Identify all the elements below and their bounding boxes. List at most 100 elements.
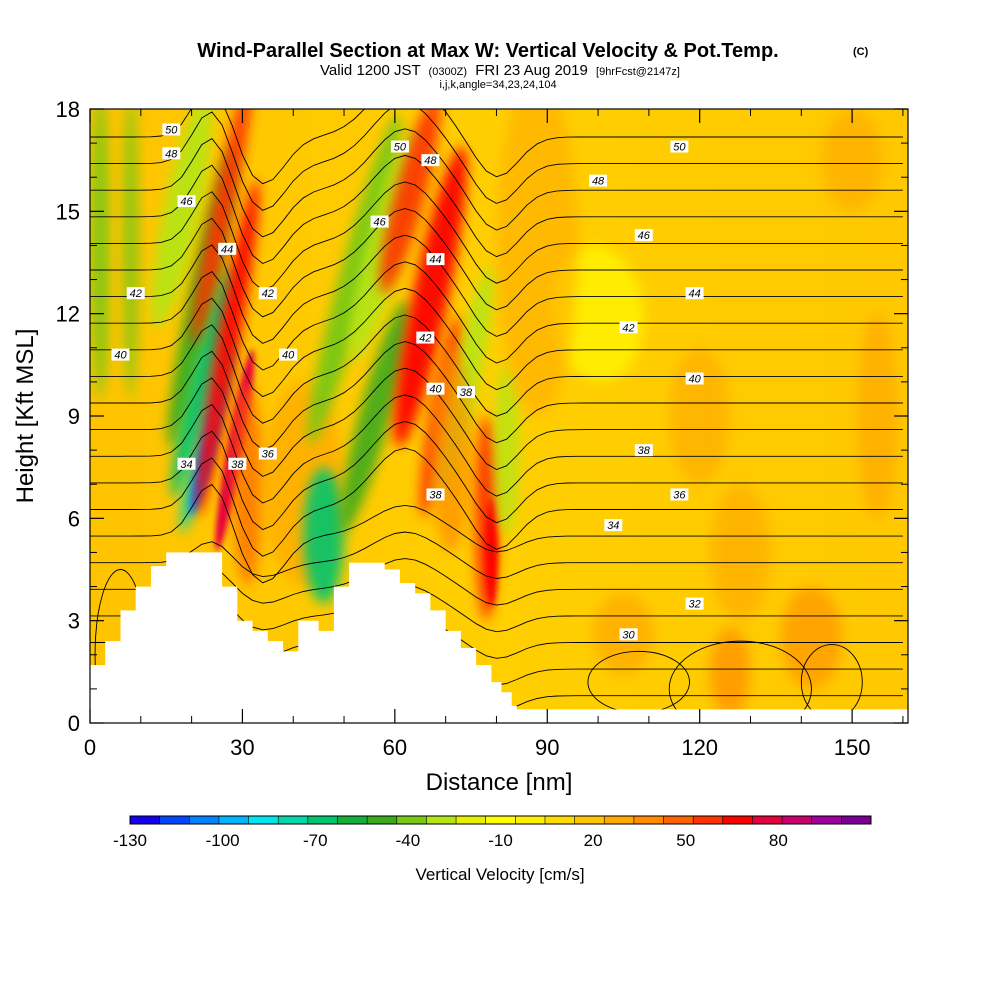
velocity-plume	[379, 109, 441, 294]
contour-label-text: 42	[419, 333, 431, 345]
contour-label-text: 40	[688, 373, 701, 385]
colorbar-swatch	[130, 816, 161, 824]
theta-contour-line	[90, 341, 903, 451]
terrain-mask	[90, 552, 908, 723]
colorbar-swatch	[307, 816, 338, 824]
theta-contour-line	[90, 531, 903, 579]
theta-contour-line	[90, 287, 903, 398]
colorbar-swatch	[426, 816, 457, 824]
colorbar-swatch	[396, 816, 427, 824]
contour-label-box	[126, 287, 145, 300]
contour-label-box	[619, 321, 638, 334]
contour-label-text: 36	[262, 449, 275, 461]
y-axis-label: Height [Kft MSL]	[12, 329, 39, 504]
subtitle-valid: Valid 1200 JST	[320, 62, 420, 79]
velocity-plume	[496, 109, 578, 416]
contour-label-text: 38	[231, 459, 244, 471]
theta-contour-line	[90, 421, 903, 531]
contour-label-text: 42	[262, 288, 274, 300]
contour-label-box	[685, 597, 704, 610]
theta-contour-line	[90, 558, 903, 606]
contour-label: 34	[177, 457, 196, 471]
colorbar-swatch	[544, 816, 576, 824]
contour-label-box	[426, 382, 445, 395]
contour-label: 38	[426, 488, 445, 501]
theta-contour-line	[90, 367, 903, 477]
contour-label-box	[634, 229, 653, 242]
theta-contour-line	[90, 234, 903, 344]
contour-label: 30	[619, 628, 638, 641]
contour-label: 38	[228, 457, 247, 471]
theta-contour-line	[90, 394, 903, 504]
contour-label-text: 46	[638, 230, 651, 242]
colorbar-tick-label: 80	[769, 831, 788, 850]
subtitle-utc: (0300Z)	[429, 66, 468, 78]
colorbar-swatch	[337, 816, 368, 824]
y-tick-label: 6	[68, 506, 80, 531]
x-axis-label: Distance [nm]	[426, 769, 573, 796]
contour-label-text: 38	[460, 387, 473, 399]
contour-label: 40	[426, 382, 445, 396]
colorbar-swatch	[218, 816, 250, 824]
contour-label-box	[279, 348, 298, 361]
velocity-plume	[485, 497, 498, 608]
subtitle-forecast: [9hrFcst@2147z]	[596, 66, 680, 78]
contour-label-text: 46	[180, 196, 193, 208]
contour-label-text: 40	[429, 384, 442, 396]
chart-subtitle-indices: i,j,k,angle=34,23,24,104	[439, 79, 556, 91]
theta-contour-line	[90, 128, 903, 238]
contour-label-text: 30	[622, 629, 635, 641]
contour-label-text: 44	[688, 288, 700, 300]
contour-label: 44	[426, 253, 445, 266]
velocity-plume	[857, 313, 898, 519]
contour-label: 38	[456, 386, 475, 399]
contour-label: 42	[416, 331, 435, 345]
contour-label-text: 48	[424, 155, 437, 167]
colorbar-tick-label: -100	[206, 831, 240, 850]
contour-label-box	[685, 287, 704, 300]
contour-label-text: 46	[373, 217, 386, 229]
colorbar-swatch	[752, 816, 783, 824]
colorbar-swatch	[574, 816, 605, 824]
colorbar: -130 -100 -70 -40 -10 20 50 80	[113, 815, 872, 850]
colorbar-swatch	[633, 816, 665, 824]
contour-label-text: 50	[165, 124, 178, 136]
contour-label-text: 48	[592, 176, 605, 188]
theta-contour-line	[90, 447, 903, 557]
colorbar-frame	[129, 815, 872, 825]
velocity-plume	[430, 347, 472, 553]
contour-label-box	[228, 457, 247, 470]
velocity-plume	[709, 627, 751, 717]
contour-label-text: 40	[282, 350, 295, 362]
x-tick-label: 150	[834, 735, 871, 760]
contour-label: 36	[258, 447, 277, 461]
contour-label: 38	[634, 444, 653, 457]
contour-labels: 50 48 46 44 42 40 34 38 36 42 40 50 48 46 44 42 40 38 38 50…	[111, 123, 704, 641]
contour-label-box	[634, 444, 653, 457]
theta-contour-line	[90, 154, 903, 265]
contour-label-box	[416, 331, 435, 344]
contour-label: 46	[634, 229, 653, 242]
contour-label-text: 34	[180, 459, 192, 471]
colorbar-label: Vertical Velocity [cm/s]	[415, 865, 584, 884]
velocity-plume	[340, 300, 409, 532]
colorbar-tick-label: -40	[396, 831, 421, 850]
chart-subtitle: Valid 1200 JST (0300Z) FRI 23 Aug 2019 […	[320, 62, 680, 79]
contour-label: 42	[258, 287, 277, 300]
colorbar-swatch	[367, 816, 398, 824]
contour-label-box	[685, 372, 704, 385]
contour-label-box	[426, 488, 445, 501]
y-tick-label: 0	[68, 711, 80, 736]
contour-label-box	[162, 147, 181, 160]
velocity-plume	[493, 364, 520, 536]
colorbar-swatch	[782, 816, 813, 824]
colorbar-tick-label: -10	[488, 831, 513, 850]
y-tick-label: 18	[56, 97, 80, 122]
contour-label-text: 38	[638, 445, 651, 457]
contour-label: 48	[589, 174, 608, 188]
chart-title: Wind-Parallel Section at Max W: Vertical…	[197, 40, 778, 62]
velocity-plume	[709, 484, 771, 621]
colorbar-swatch	[722, 816, 753, 824]
